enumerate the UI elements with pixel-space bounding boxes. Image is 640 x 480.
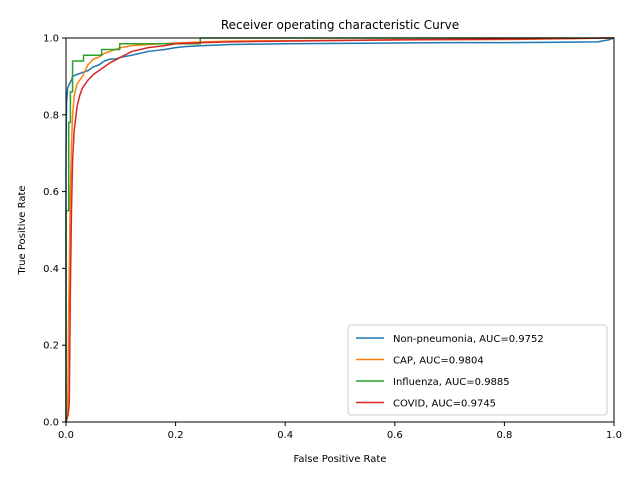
y-tick-label: 0.0 — [43, 418, 59, 429]
legend-label-2: CAP, AUC=0.9804 — [393, 356, 484, 367]
legend-label-3: Influenza, AUC=0.9885 — [393, 377, 510, 388]
legend-label-1: Non-pneumonia, AUC=0.9752 — [393, 334, 544, 345]
x-tick-label: 0.0 — [58, 430, 74, 441]
series-line-4 — [65, 37, 615, 423]
axes-frame — [65, 37, 615, 423]
y-tick-label: 0.6 — [43, 187, 59, 198]
x-tick-label: 0.8 — [496, 430, 512, 441]
series-line-3 — [65, 37, 614, 422]
x-tick-label: 0.4 — [277, 430, 293, 441]
y-tick-label: 0.4 — [43, 264, 59, 275]
x-axis-label: False Positive Rate — [294, 454, 387, 465]
series-line-1 — [65, 37, 615, 422]
legend: Non-pneumonia, AUC=0.9752 CAP, AUC=0.9804… — [347, 324, 608, 416]
x-axis-ticks: 0.0 0.2 0.4 0.6 0.8 1.0 — [58, 422, 622, 441]
x-tick-label: 0.6 — [387, 430, 403, 441]
series-layer — [65, 37, 615, 423]
x-tick-label: 1.0 — [606, 430, 622, 441]
y-axis-label: True Positive Rate — [17, 185, 28, 275]
legend-label-4: COVID, AUC=0.9745 — [393, 399, 496, 410]
plot-area — [65, 37, 615, 423]
chart-title: Receiver operating characteristic Curve — [221, 18, 459, 32]
y-axis-ticks: 0.0 0.2 0.4 0.6 0.8 1.0 — [43, 34, 66, 429]
legend-items: Non-pneumonia, AUC=0.9752 CAP, AUC=0.9804… — [356, 334, 544, 410]
legend-box — [347, 324, 608, 416]
y-tick-label: 0.8 — [43, 110, 59, 121]
y-tick-label: 0.2 — [43, 341, 59, 352]
series-line-2 — [65, 37, 615, 423]
y-tick-label: 1.0 — [43, 34, 59, 45]
x-tick-label: 0.2 — [168, 430, 184, 441]
